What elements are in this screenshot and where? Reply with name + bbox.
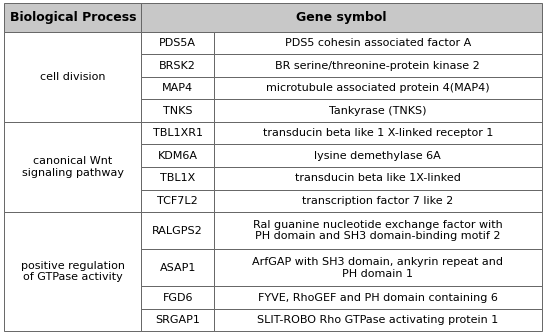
Text: Biological Process: Biological Process (10, 11, 136, 24)
Bar (214, 32, 542, 54)
Bar (214, 309, 542, 331)
Text: Gene symbol: Gene symbol (296, 11, 387, 24)
Bar (141, 167, 214, 189)
Bar (141, 122, 214, 145)
Bar (141, 3, 542, 32)
Bar (4, 3, 141, 32)
Bar (141, 212, 214, 249)
Bar (214, 77, 542, 100)
Text: positive regulation
of GTPase activity: positive regulation of GTPase activity (21, 261, 125, 283)
Bar (141, 54, 214, 77)
Bar (141, 145, 214, 167)
Text: PDS5 cohesin associated factor A: PDS5 cohesin associated factor A (284, 38, 471, 48)
Text: FGD6: FGD6 (162, 293, 193, 303)
Bar (214, 212, 542, 249)
Text: SLIT-ROBO Rho GTPase activating protein 1: SLIT-ROBO Rho GTPase activating protein … (257, 315, 498, 325)
Text: transducin beta like 1X-linked: transducin beta like 1X-linked (295, 173, 461, 183)
Text: PDS5A: PDS5A (159, 38, 196, 48)
Bar (141, 309, 214, 331)
Text: BRSK2: BRSK2 (159, 61, 196, 71)
Text: TNKS: TNKS (163, 106, 192, 116)
Text: SRGAP1: SRGAP1 (155, 315, 200, 325)
Text: microtubule associated protein 4(MAP4): microtubule associated protein 4(MAP4) (266, 83, 490, 93)
Bar (141, 286, 214, 309)
Bar (214, 189, 542, 212)
Bar (214, 54, 542, 77)
Text: BR serine/threonine-protein kinase 2: BR serine/threonine-protein kinase 2 (275, 61, 480, 71)
Text: MAP4: MAP4 (162, 83, 193, 93)
Text: TCF7L2: TCF7L2 (157, 196, 198, 206)
Bar (214, 249, 542, 286)
Bar (214, 286, 542, 309)
Bar (141, 249, 214, 286)
Text: RALGPS2: RALGPS2 (152, 225, 203, 235)
Bar (214, 122, 542, 145)
Text: Tankyrase (TNKS): Tankyrase (TNKS) (329, 106, 426, 116)
Bar (214, 167, 542, 189)
Bar (4, 32, 141, 122)
Text: transducin beta like 1 X-linked receptor 1: transducin beta like 1 X-linked receptor… (263, 128, 493, 138)
Text: FYVE, RhoGEF and PH domain containing 6: FYVE, RhoGEF and PH domain containing 6 (258, 293, 498, 303)
Text: TBL1X: TBL1X (160, 173, 195, 183)
Text: canonical Wnt
signaling pathway: canonical Wnt signaling pathway (22, 156, 124, 178)
Text: cell division: cell division (40, 72, 105, 82)
Bar (214, 145, 542, 167)
Bar (141, 32, 214, 54)
Text: TBL1XR1: TBL1XR1 (153, 128, 203, 138)
Text: lysine demethylase 6A: lysine demethylase 6A (314, 151, 441, 161)
Bar (4, 212, 141, 331)
Text: ArfGAP with SH3 domain, ankyrin repeat and
PH domain 1: ArfGAP with SH3 domain, ankyrin repeat a… (252, 257, 503, 279)
Bar (4, 122, 141, 212)
Text: KDM6A: KDM6A (158, 151, 198, 161)
Bar (141, 189, 214, 212)
Text: Ral guanine nucleotide exchange factor with
PH domain and SH3 domain-binding mot: Ral guanine nucleotide exchange factor w… (253, 220, 503, 241)
Text: transcription factor 7 like 2: transcription factor 7 like 2 (302, 196, 453, 206)
Text: ASAP1: ASAP1 (159, 263, 196, 273)
Bar (141, 77, 214, 100)
Bar (141, 100, 214, 122)
Bar (214, 100, 542, 122)
